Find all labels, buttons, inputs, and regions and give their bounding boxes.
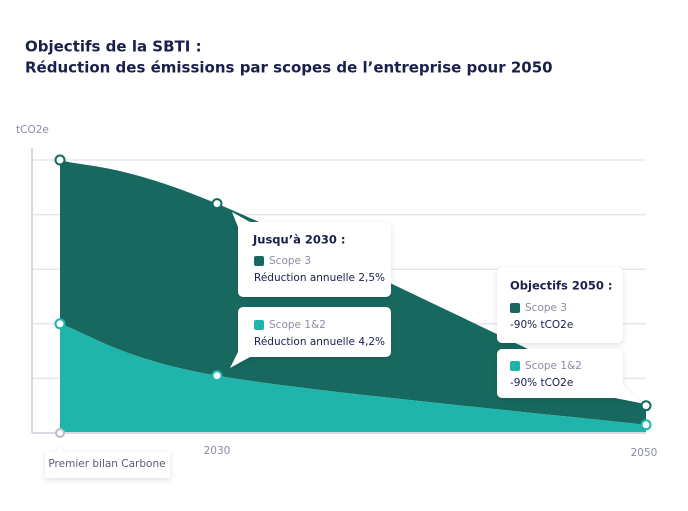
point: [211, 370, 223, 382]
callout-series: Scope 3: [525, 302, 567, 314]
callout-series: Scope 3: [269, 255, 311, 267]
chart-title: Objectifs de la SBTI :: [25, 38, 202, 56]
callout-series: Scope 1&2: [269, 319, 326, 331]
callout: [497, 267, 640, 403]
callout-text: Réduction annuelle 4,2%: [254, 336, 385, 348]
callout-title: Objectifs 2050 :: [510, 279, 612, 293]
swatch: [510, 303, 520, 313]
area: [60, 323, 646, 433]
point: [54, 154, 66, 166]
y-axis-label: tCO2e: [16, 124, 49, 136]
callout-text: -90% tCO2e: [510, 319, 573, 331]
callout: [230, 212, 391, 368]
x-tick-label: Premier bilan Carbone: [48, 458, 165, 470]
point: [54, 318, 66, 330]
callout-text: Réduction annuelle 2,5%: [254, 272, 385, 284]
point: [211, 198, 223, 210]
callout-text: -90% tCO2e: [510, 377, 573, 389]
point: [640, 419, 652, 431]
point: [640, 400, 652, 412]
callout-series: Scope 1&2: [525, 360, 582, 372]
chart-title: Réduction des émissions par scopes de l’…: [25, 59, 553, 77]
x-tick-label: 2050: [631, 447, 658, 459]
swatch: [254, 320, 264, 330]
start-label-box: [45, 445, 170, 478]
callout-title: Jusqu’à 2030 :: [252, 233, 345, 247]
swatch: [510, 361, 520, 371]
origin-dot: [55, 428, 65, 438]
swatch: [254, 256, 264, 266]
x-tick-label: 2030: [204, 445, 231, 457]
